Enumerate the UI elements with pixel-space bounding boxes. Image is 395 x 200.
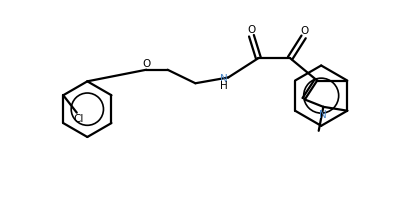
Text: O: O — [247, 25, 256, 35]
Text: Cl: Cl — [73, 114, 84, 124]
Text: N: N — [220, 74, 228, 84]
Text: N: N — [319, 109, 326, 119]
Text: O: O — [300, 26, 308, 36]
Text: H: H — [220, 81, 228, 91]
Text: O: O — [142, 59, 150, 69]
